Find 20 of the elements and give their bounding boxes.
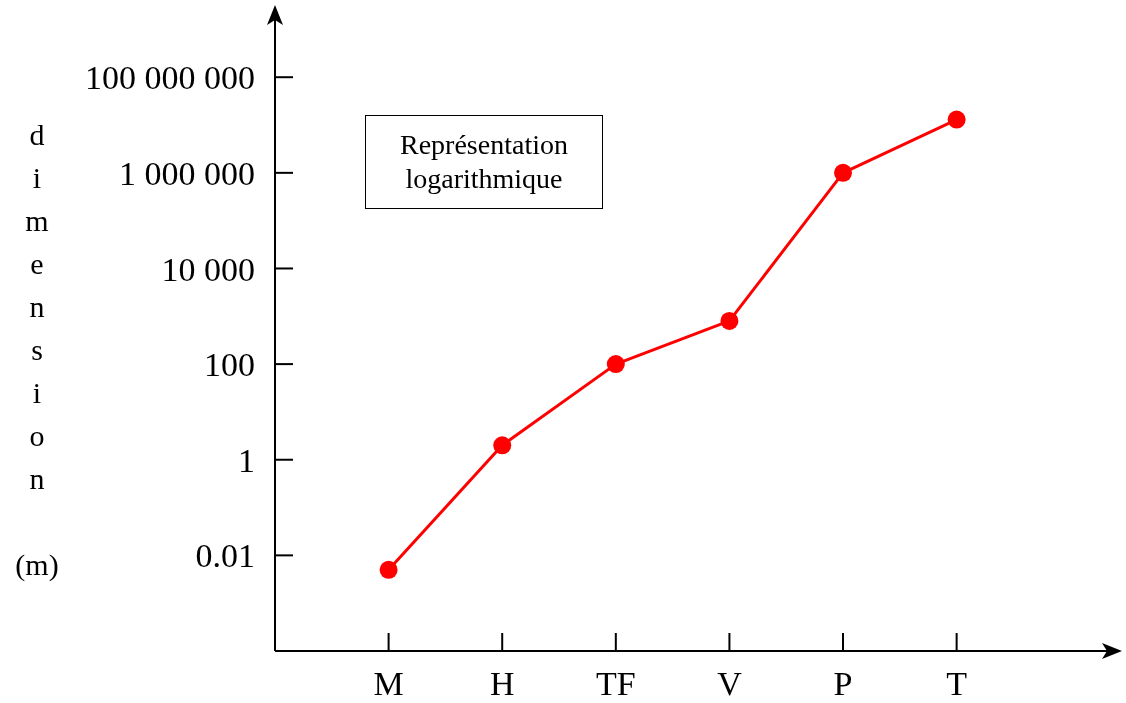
point [720, 311, 739, 330]
annotation: Représentation logarithmique [365, 115, 603, 209]
text: dimension (m) [15, 118, 59, 581]
y-tick-label: 1 000 000 [119, 154, 255, 192]
x-tick-label: V [717, 665, 743, 703]
point [834, 163, 853, 182]
point [493, 436, 512, 455]
x-tick-label: T [946, 665, 968, 703]
y-tick-label: 0.01 [195, 537, 255, 575]
y-tick-label: 1 [238, 441, 255, 479]
y-tick-label: 100 [204, 346, 255, 384]
x-tick-label: P [833, 665, 853, 703]
y-tick-label: 100 000 000 [85, 59, 255, 97]
point [947, 110, 966, 129]
y-tick-label: 10 000 [161, 250, 255, 288]
point [379, 560, 398, 579]
x-tick-label: M [373, 665, 404, 703]
x-tick-label: TF [595, 665, 636, 703]
point [606, 355, 625, 374]
x-tick-label: H [489, 665, 515, 703]
